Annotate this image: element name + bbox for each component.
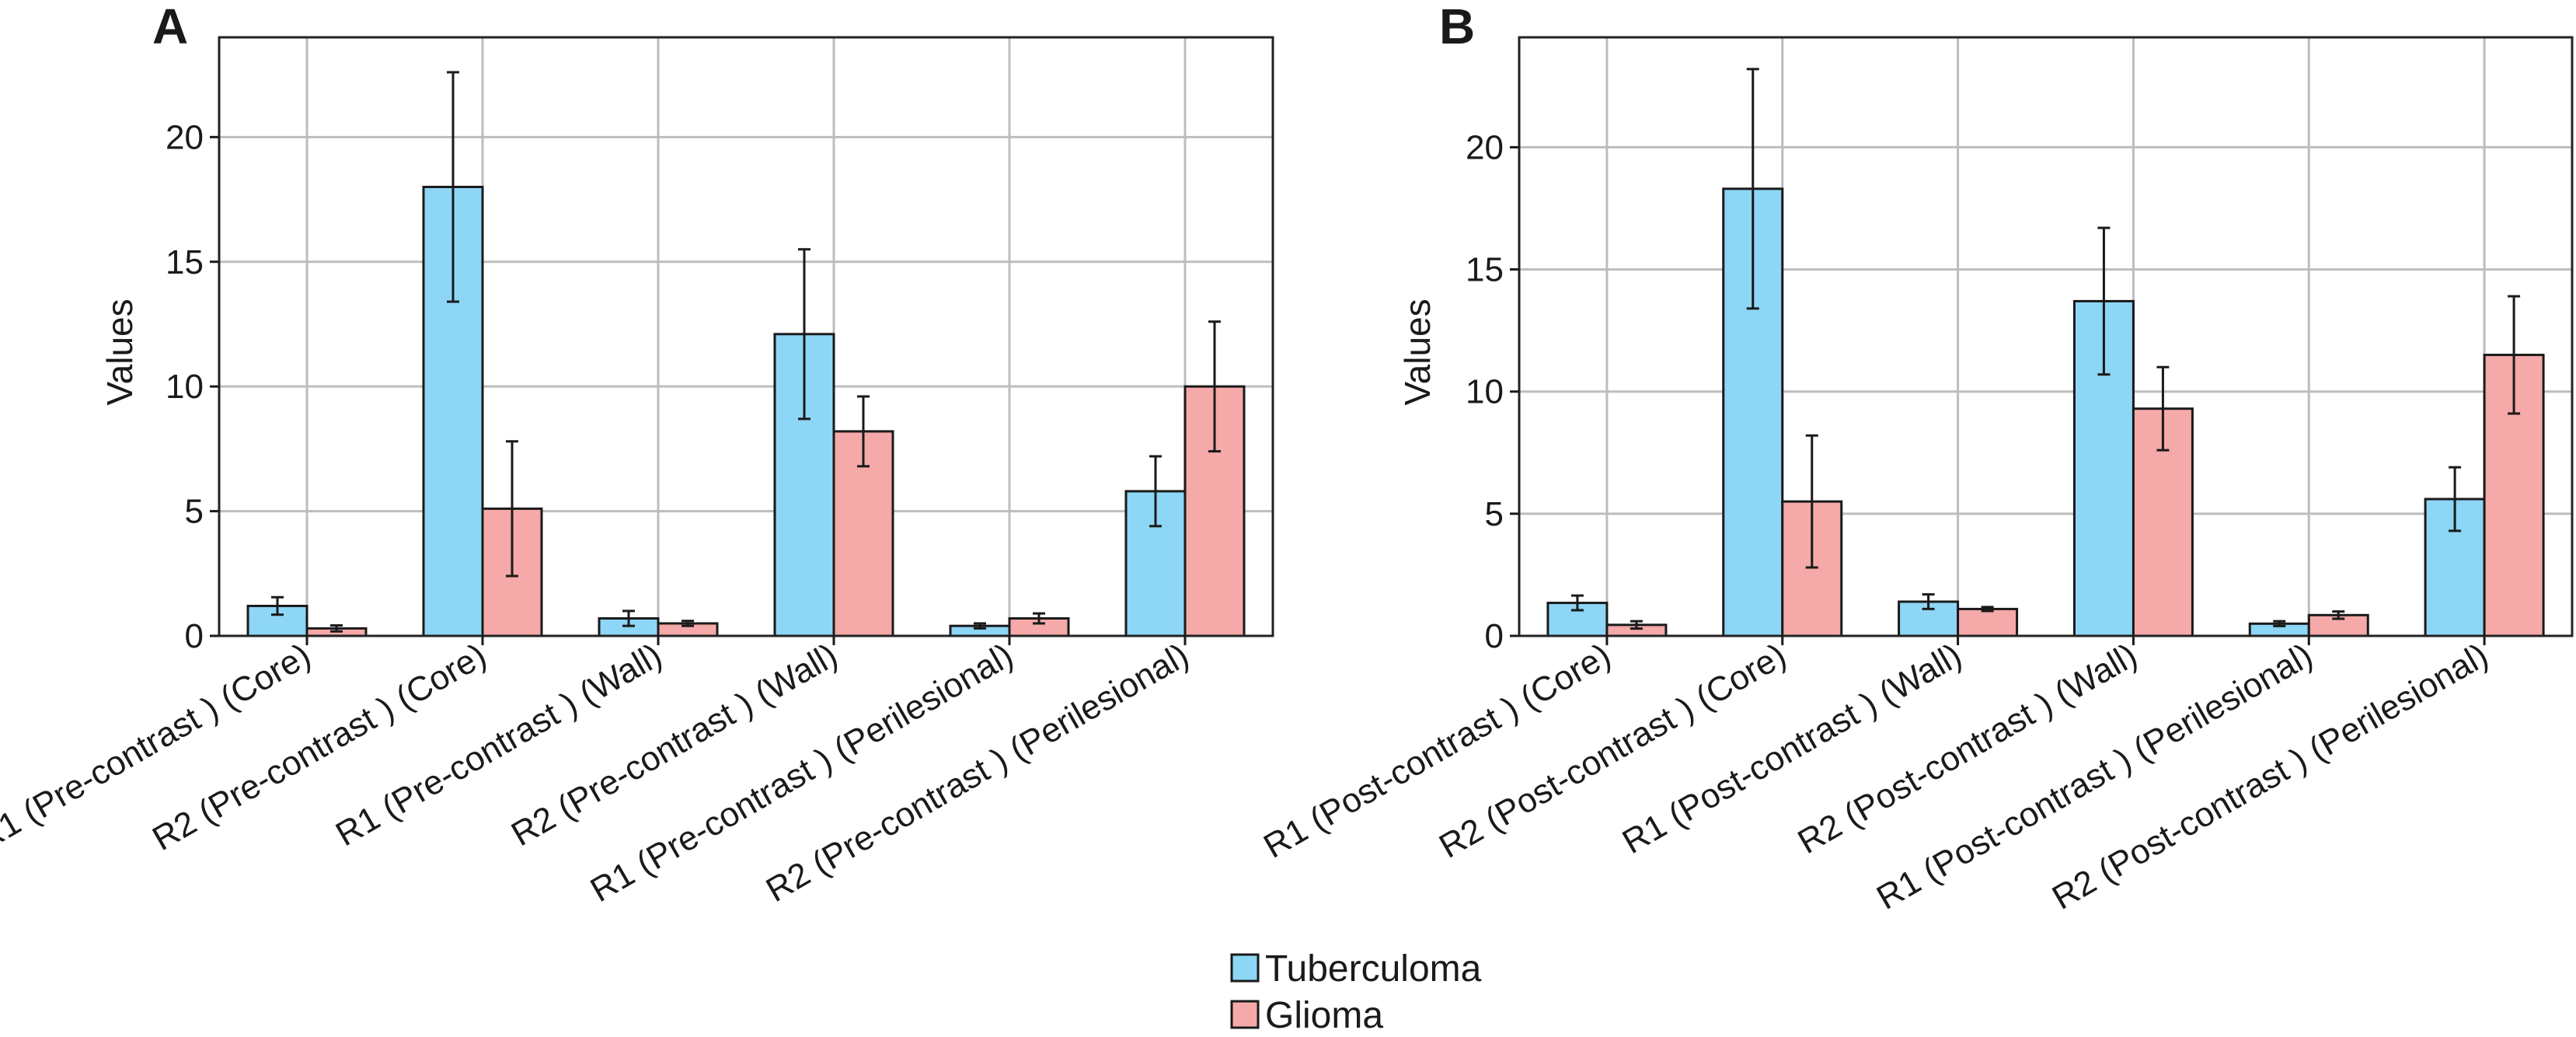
y-tick-label: 0 [1485, 617, 1504, 655]
x-tick-label: R2 (Pre-contrast ) (Wall) [505, 636, 844, 854]
plot-frame [218, 36, 1274, 637]
y-tick-label: 5 [185, 493, 204, 531]
y-tick-label: 20 [1466, 128, 1504, 166]
y-tick-label: 5 [1485, 495, 1504, 533]
y-tick-label: 20 [166, 118, 204, 156]
bar [1957, 607, 2019, 637]
x-tick-label: R2 (Pre-contrast ) (Core) [146, 636, 493, 858]
x-tick-label: R1 (Pre-contrast ) (Wall) [329, 636, 668, 854]
y-tick-label: 15 [166, 243, 204, 281]
bar [1124, 490, 1187, 637]
y-tick-label: 15 [1466, 251, 1504, 289]
y-tick-label: 10 [1466, 373, 1504, 411]
y-axis-title: Values [99, 299, 140, 405]
y-axis-title: Values [1397, 299, 1438, 405]
legend: Tuberculoma Glioma [1230, 948, 1482, 1036]
plot-frame [1518, 36, 2574, 637]
legend-label-tuberculoma: Tuberculoma [1265, 948, 1482, 990]
panel-label: B [1439, 0, 1475, 54]
panel-label: A [152, 0, 188, 54]
y-tick-label: 0 [185, 617, 204, 655]
legend-swatch-glioma [1230, 1000, 1260, 1029]
y-tick-label: 10 [166, 368, 204, 406]
legend-swatch-tuberculoma [1230, 953, 1260, 983]
legend-label-glioma: Glioma [1265, 995, 1383, 1036]
bar [2132, 407, 2194, 637]
